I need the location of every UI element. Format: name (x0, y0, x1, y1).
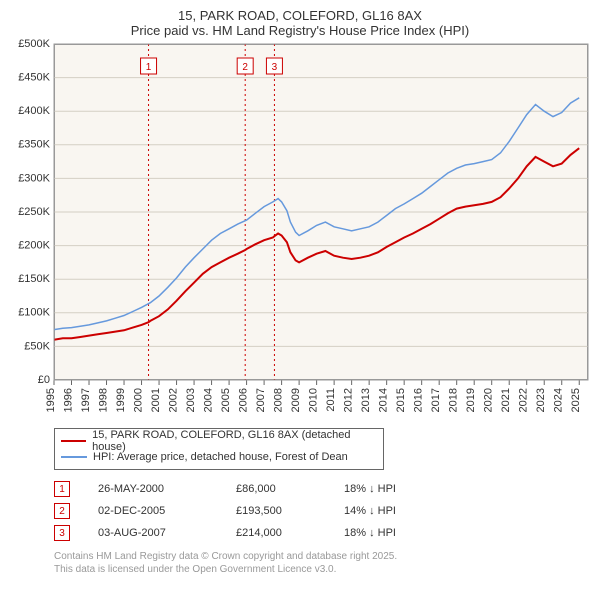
x-tick-label: 1995 (45, 388, 57, 412)
x-tick-label: 2016 (413, 388, 425, 412)
chart-area: £0 £50K £100K £150K £200K £250K £300K £350K £400… (12, 44, 588, 424)
title-subtitle: Price paid vs. HM Land Registry's House … (12, 23, 588, 38)
x-tick-label: 2009 (290, 388, 302, 412)
y-tick-label: £250K (18, 206, 50, 218)
x-tick-label: 2007 (255, 388, 267, 412)
y-tick-label: £0 (38, 374, 50, 386)
y-tick-label: £400K (18, 105, 50, 117)
line-hpi (54, 98, 579, 330)
y-tick-label: £150K (18, 273, 50, 285)
x-tick-label: 2021 (500, 388, 512, 412)
marker-hpi-delta: 18% ↓ HPI (344, 483, 424, 495)
marker-row: 3 03-AUG-2007 £214,000 18% ↓ HPI (54, 522, 588, 544)
marker-price: £193,500 (236, 505, 316, 517)
x-tick-label: 2000 (133, 388, 145, 412)
x-tick-label: 1998 (98, 388, 110, 412)
chart-marker-number: 1 (146, 62, 152, 73)
marker-date: 02-DEC-2005 (98, 505, 208, 517)
legend-row-hpi: HPI: Average price, detached house, Fore… (61, 449, 377, 465)
legend-swatch-hpi (61, 456, 87, 458)
x-tick-label: 2015 (395, 388, 407, 412)
marker-row: 1 26-MAY-2000 £86,000 18% ↓ HPI (54, 478, 588, 500)
sale-markers-table: 1 26-MAY-2000 £86,000 18% ↓ HPI 2 02-DEC-2005… (54, 478, 588, 544)
x-tick-label: 1997 (80, 388, 92, 412)
x-tick-label: 2017 (430, 388, 442, 412)
x-tick-label: 2011 (325, 388, 337, 412)
chart-marker-number: 2 (242, 62, 248, 73)
footnote-line1: Contains HM Land Registry data © Crown c… (54, 550, 588, 563)
marker-price: £86,000 (236, 483, 316, 495)
legend-label-hpi: HPI: Average price, detached house, Fore… (93, 451, 348, 463)
y-tick-label: £350K (18, 139, 50, 151)
chart-titles: 15, PARK ROAD, COLEFORD, GL16 8AX Price … (12, 8, 588, 38)
x-tick-label: 2013 (360, 388, 372, 412)
y-tick-label: £100K (18, 307, 50, 319)
y-tick-label: £50K (24, 340, 50, 352)
x-tick-label: 2022 (518, 388, 530, 412)
legend-swatch-price (61, 440, 86, 442)
marker-hpi-delta: 14% ↓ HPI (344, 505, 424, 517)
x-tick-label: 2023 (535, 388, 547, 412)
marker-number-box: 2 (54, 503, 70, 519)
title-address: 15, PARK ROAD, COLEFORD, GL16 8AX (12, 8, 588, 23)
marker-hpi-delta: 18% ↓ HPI (344, 527, 424, 539)
marker-number-box: 1 (54, 481, 70, 497)
x-tick-label: 2014 (378, 388, 390, 412)
y-tick-label: £200K (18, 240, 50, 252)
x-tick-label: 1996 (63, 388, 75, 412)
x-tick-label: 2018 (448, 388, 460, 412)
x-tick-label: 2008 (273, 388, 285, 412)
legend-label-price: 15, PARK ROAD, COLEFORD, GL16 8AX (detac… (92, 429, 377, 453)
marker-price: £214,000 (236, 527, 316, 539)
y-tick-label: £300K (18, 172, 50, 184)
marker-number-box: 3 (54, 525, 70, 541)
legend-row-price: 15, PARK ROAD, COLEFORD, GL16 8AX (detac… (61, 433, 377, 449)
chart-marker-number: 3 (272, 62, 278, 73)
line-chart-svg: £0 £50K £100K £150K £200K £250K £300K £350K £400… (12, 44, 588, 424)
x-tick-label: 2003 (185, 388, 197, 412)
x-tick-label: 2025 (570, 388, 582, 412)
x-tick-label: 2012 (343, 388, 355, 412)
x-tick-label: 2001 (150, 388, 162, 412)
marker-date: 26-MAY-2000 (98, 483, 208, 495)
marker-date: 03-AUG-2007 (98, 527, 208, 539)
y-tick-label: £450K (18, 72, 50, 84)
x-tick-label: 2005 (220, 388, 232, 412)
x-tick-label: 2004 (203, 388, 215, 412)
y-tick-label: £500K (18, 38, 50, 50)
legend-box: 15, PARK ROAD, COLEFORD, GL16 8AX (detac… (54, 428, 384, 470)
x-tick-label: 2020 (483, 388, 495, 412)
x-tick-label: 2002 (168, 388, 180, 412)
footnote-line2: This data is licensed under the Open Gov… (54, 563, 588, 576)
marker-row: 2 02-DEC-2005 £193,500 14% ↓ HPI (54, 500, 588, 522)
footnote: Contains HM Land Registry data © Crown c… (54, 550, 588, 576)
x-tick-label: 2024 (553, 388, 565, 412)
x-tick-label: 1999 (115, 388, 127, 412)
x-tick-label: 2010 (308, 388, 320, 412)
x-tick-label: 2019 (465, 388, 477, 412)
x-tick-label: 2006 (238, 388, 250, 412)
